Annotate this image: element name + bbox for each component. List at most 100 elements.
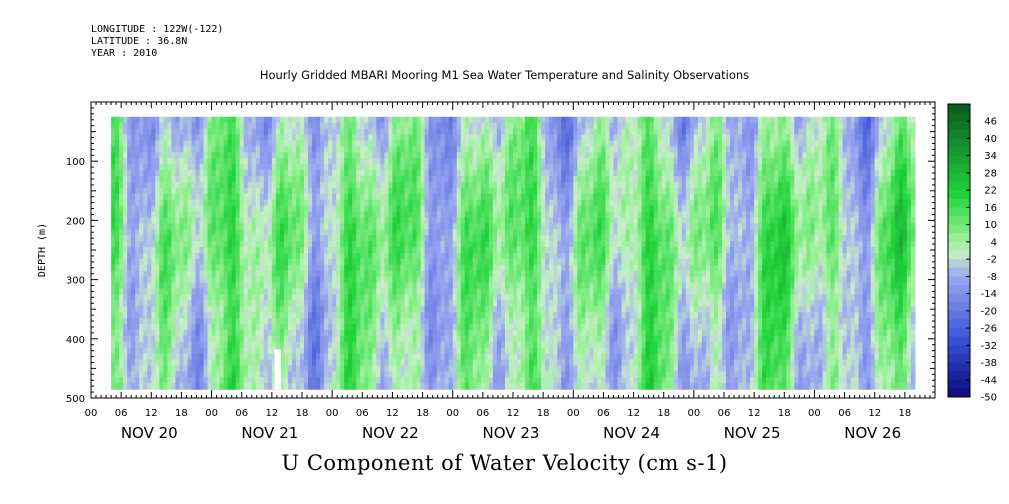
heatmap-cell bbox=[424, 371, 430, 378]
heatmap-cell bbox=[243, 235, 249, 242]
heatmap-cell bbox=[263, 252, 269, 260]
heatmap-cell bbox=[412, 122, 418, 130]
heatmap-cell bbox=[227, 217, 233, 224]
heatmap-cell bbox=[412, 146, 418, 153]
heatmap-cell bbox=[360, 140, 365, 147]
heatmap-cell bbox=[227, 211, 233, 219]
heatmap-cell bbox=[223, 116, 229, 124]
heatmap-cell bbox=[163, 229, 168, 236]
heatmap-cell bbox=[416, 229, 422, 236]
heatmap-cell bbox=[472, 252, 478, 260]
heatmap-cell bbox=[195, 164, 201, 171]
heatmap-cell bbox=[472, 223, 478, 230]
heatmap-cell bbox=[521, 247, 526, 254]
heatmap-cell bbox=[352, 116, 357, 124]
heatmap-cell bbox=[340, 294, 345, 301]
heatmap-cell bbox=[500, 270, 506, 278]
heatmap-cell bbox=[452, 122, 458, 130]
heatmap-cell bbox=[392, 294, 398, 301]
heatmap-cell bbox=[352, 193, 357, 201]
heatmap-cell bbox=[239, 359, 245, 367]
heatmap-cell bbox=[147, 235, 152, 242]
heatmap-cell bbox=[127, 347, 132, 355]
heatmap-cell bbox=[267, 270, 273, 278]
heatmap-cell bbox=[135, 329, 140, 337]
heatmap-cell bbox=[231, 359, 237, 367]
heatmap-cell bbox=[376, 140, 381, 147]
heatmap-cell bbox=[171, 282, 176, 290]
heatmap-cell bbox=[295, 306, 301, 313]
heatmap-cell bbox=[223, 187, 229, 195]
heatmap-cell bbox=[320, 383, 325, 390]
heatmap-cell bbox=[416, 258, 422, 266]
heatmap-cell bbox=[159, 383, 164, 390]
heatmap-cell bbox=[139, 335, 144, 343]
heatmap-cell bbox=[408, 353, 414, 361]
heatmap-cell bbox=[448, 187, 454, 195]
heatmap-cell bbox=[143, 306, 148, 313]
heatmap-cell bbox=[312, 146, 317, 153]
heatmap-cell bbox=[304, 365, 309, 372]
heatmap-cell bbox=[344, 140, 349, 147]
heatmap-cell bbox=[123, 282, 128, 290]
heatmap-cell bbox=[131, 134, 136, 142]
heatmap-cell bbox=[243, 264, 249, 272]
heatmap-cell bbox=[392, 383, 398, 390]
heatmap-cell bbox=[529, 152, 534, 159]
heatmap-cell bbox=[356, 181, 361, 189]
heatmap-cell bbox=[247, 122, 253, 130]
heatmap-cell bbox=[432, 371, 438, 378]
heatmap-cell bbox=[468, 211, 474, 219]
heatmap-cell bbox=[396, 371, 402, 378]
heatmap-cell bbox=[139, 383, 144, 390]
heatmap-cell bbox=[115, 193, 120, 201]
heatmap-cell bbox=[175, 359, 181, 367]
heatmap-cell bbox=[456, 187, 462, 195]
heatmap-cell bbox=[380, 294, 385, 301]
heatmap-cell bbox=[171, 353, 176, 361]
heatmap-cell bbox=[372, 252, 377, 260]
heatmap-cell bbox=[227, 353, 233, 361]
heatmap-cell bbox=[541, 199, 546, 207]
heatmap-cell bbox=[513, 258, 518, 266]
heatmap-cell bbox=[348, 223, 353, 230]
heatmap-cell bbox=[408, 306, 414, 313]
heatmap-cell bbox=[259, 377, 265, 384]
heatmap-cell bbox=[480, 341, 486, 349]
heatmap-cell bbox=[432, 270, 438, 278]
heatmap-cell bbox=[372, 134, 377, 142]
heatmap-cell bbox=[440, 252, 446, 260]
heatmap-cell bbox=[283, 359, 289, 367]
heatmap-cell bbox=[215, 282, 221, 290]
heatmap-cell bbox=[223, 205, 229, 213]
heatmap-cell bbox=[372, 181, 377, 189]
heatmap-cell bbox=[496, 353, 502, 361]
heatmap-cell bbox=[312, 270, 317, 278]
heatmap-cell bbox=[380, 116, 385, 124]
heatmap-cell bbox=[448, 235, 454, 242]
heatmap-cell bbox=[155, 134, 160, 142]
heatmap-cell bbox=[384, 199, 390, 207]
heatmap-cell bbox=[223, 181, 229, 189]
heatmap-cell bbox=[191, 359, 197, 367]
heatmap-cell bbox=[521, 353, 526, 361]
heatmap-cell bbox=[420, 383, 426, 390]
heatmap-cell bbox=[464, 116, 470, 124]
heatmap-cell bbox=[500, 264, 506, 272]
heatmap-cell bbox=[215, 164, 221, 171]
heatmap-cell bbox=[364, 199, 369, 207]
heatmap-cell bbox=[115, 217, 120, 224]
heatmap-cell bbox=[291, 353, 297, 361]
heatmap-cell bbox=[344, 312, 349, 319]
heatmap-cell bbox=[444, 335, 450, 343]
heatmap-cell bbox=[287, 341, 293, 349]
heatmap-cell bbox=[364, 306, 369, 313]
heatmap-cell bbox=[336, 128, 341, 136]
heatmap-cell bbox=[348, 140, 353, 147]
heatmap-cell bbox=[432, 217, 438, 224]
heatmap-cell bbox=[203, 383, 209, 390]
heatmap-cell bbox=[412, 134, 418, 142]
heatmap-cell bbox=[521, 312, 526, 319]
heatmap-cell bbox=[251, 187, 257, 195]
heatmap-cell bbox=[235, 158, 241, 165]
